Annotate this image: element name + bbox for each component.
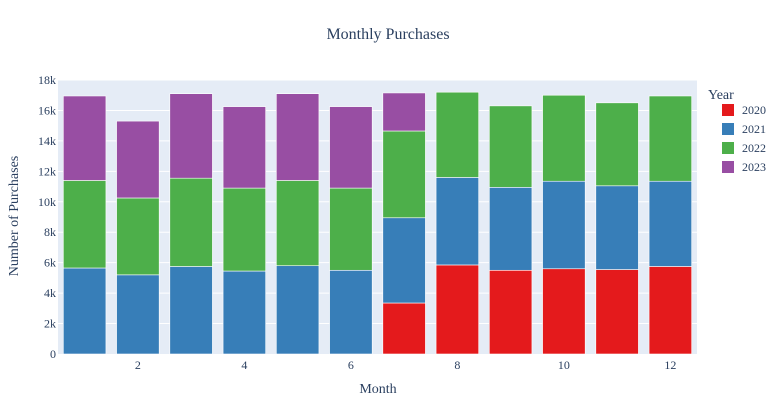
legend-label: 2023 xyxy=(742,160,766,174)
bar-2022-month-4[interactable] xyxy=(222,187,266,272)
y-tick-label: 12k xyxy=(38,164,56,178)
x-tick-label: 8 xyxy=(454,358,460,372)
x-tick-label: 12 xyxy=(664,358,676,372)
bar-2021-month-2[interactable] xyxy=(116,274,160,355)
bar-2021-month-8[interactable] xyxy=(435,177,479,266)
legend-item-2023[interactable]: 2023 xyxy=(722,160,766,174)
x-tick-label: 10 xyxy=(558,358,570,372)
bar-2020-month-12[interactable] xyxy=(648,266,692,355)
bar-2021-month-10[interactable] xyxy=(542,180,586,270)
bar-2023-month-5[interactable] xyxy=(276,93,320,181)
legend-label: 2020 xyxy=(742,103,766,117)
bar-2021-month-6[interactable] xyxy=(329,269,373,355)
bar-2021-month-1[interactable] xyxy=(63,267,107,355)
bar-2022-month-8[interactable] xyxy=(435,91,479,178)
bar-2022-month-3[interactable] xyxy=(169,177,213,267)
bar-2021-month-3[interactable] xyxy=(169,266,213,355)
bar-2021-month-9[interactable] xyxy=(489,187,533,271)
x-tick-label: 4 xyxy=(241,358,247,372)
bar-2023-month-6[interactable] xyxy=(329,106,373,189)
bar-2020-month-7[interactable] xyxy=(382,302,426,355)
bar-2021-month-12[interactable] xyxy=(648,180,692,267)
bar-2022-month-11[interactable] xyxy=(595,102,639,187)
y-axis-title: Number of Purchases xyxy=(7,156,22,277)
y-tick-label: 18k xyxy=(38,73,56,87)
legend-swatch xyxy=(722,161,734,173)
y-tick-label: 0 xyxy=(50,347,56,361)
bar-2021-month-11[interactable] xyxy=(595,185,639,270)
bar-2020-month-11[interactable] xyxy=(595,269,639,355)
bar-2022-month-12[interactable] xyxy=(648,95,692,182)
y-tick-label: 2k xyxy=(44,317,56,331)
bar-2023-month-4[interactable] xyxy=(222,106,266,189)
bar-2020-month-8[interactable] xyxy=(435,264,479,355)
y-tick-label: 6k xyxy=(44,256,56,270)
bars xyxy=(63,91,692,355)
legend-label: 2021 xyxy=(742,122,766,136)
plot-background xyxy=(58,80,697,354)
y-tick-labels: 0 2k 4k 6k 8k 10k 12k 14k 16k 18k xyxy=(38,73,56,361)
bar-2022-month-9[interactable] xyxy=(489,105,533,188)
legend-swatch xyxy=(722,142,734,154)
y-tick-label: 4k xyxy=(44,286,56,300)
bar-2023-month-7[interactable] xyxy=(382,92,426,132)
bar-2022-month-7[interactable] xyxy=(382,130,426,219)
legend-swatch xyxy=(722,123,734,135)
x-tick-labels: 2 4 6 8 10 12 xyxy=(135,358,677,372)
x-axis-title: Month xyxy=(359,382,396,397)
legend[interactable]: Year 2020 2021 2022 2023 xyxy=(708,88,766,174)
bar-2022-month-6[interactable] xyxy=(329,187,373,271)
y-tick-label: 14k xyxy=(38,134,56,148)
legend-item-2022[interactable]: 2022 xyxy=(722,141,766,155)
bar-2021-month-4[interactable] xyxy=(222,270,266,355)
bar-2023-month-3[interactable] xyxy=(169,93,213,179)
y-tick-label: 8k xyxy=(44,225,56,239)
bar-2022-month-2[interactable] xyxy=(116,197,160,276)
bar-2021-month-7[interactable] xyxy=(382,217,426,304)
bar-2020-month-9[interactable] xyxy=(489,269,533,355)
bar-2021-month-5[interactable] xyxy=(276,265,320,355)
legend-label: 2022 xyxy=(742,141,766,155)
legend-item-2020[interactable]: 2020 xyxy=(722,103,766,117)
bar-2023-month-1[interactable] xyxy=(63,95,107,181)
gridlines xyxy=(58,79,697,325)
chart-title: Monthly Purchases xyxy=(326,26,449,43)
x-tick-label: 2 xyxy=(135,358,141,372)
bar-2022-month-10[interactable] xyxy=(542,94,586,182)
bar-2022-month-5[interactable] xyxy=(276,180,320,267)
bar-2022-month-1[interactable] xyxy=(63,180,107,269)
legend-item-2021[interactable]: 2021 xyxy=(722,122,766,136)
legend-title: Year xyxy=(708,88,734,103)
bar-2023-month-2[interactable] xyxy=(116,120,160,199)
x-tick-label: 6 xyxy=(348,358,354,372)
legend-swatch xyxy=(722,104,734,116)
y-tick-label: 10k xyxy=(38,195,56,209)
y-tick-label: 16k xyxy=(38,103,56,117)
bar-2020-month-10[interactable] xyxy=(542,268,586,355)
